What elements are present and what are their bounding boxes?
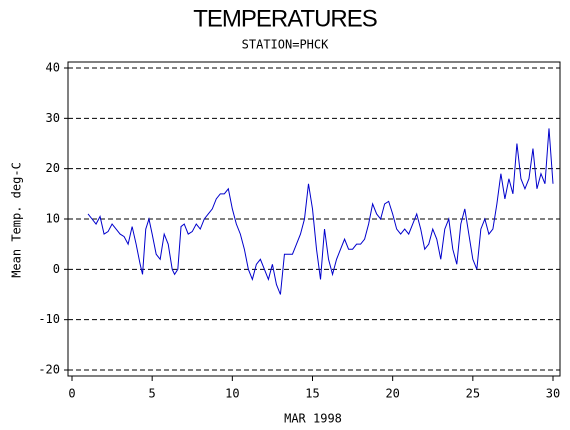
x-tick-label: 30 — [546, 387, 560, 401]
y-tick-label: -20 — [38, 363, 60, 377]
y-tick-label: -10 — [38, 312, 60, 326]
x-tick-label: 20 — [385, 387, 399, 401]
y-tick-label: 40 — [46, 61, 60, 75]
y-tick-label: 10 — [46, 212, 60, 226]
y-tick-label: 0 — [53, 262, 60, 276]
chart-title: TEMPERATURES — [193, 5, 377, 32]
x-tick-label: 10 — [225, 387, 239, 401]
x-tick-label: 15 — [305, 387, 319, 401]
y-axis-label: Mean Temp. deg-C — [10, 162, 24, 278]
y-tick-label: 30 — [46, 111, 60, 125]
x-tick-label: 25 — [466, 387, 480, 401]
x-axis-label: MAR 1998 — [284, 412, 342, 426]
x-tick-label: 0 — [68, 387, 75, 401]
chart-subtitle: STATION=PHCK — [242, 38, 329, 52]
x-tick-label: 5 — [149, 387, 156, 401]
y-tick-label: 20 — [46, 161, 60, 175]
data-line — [87, 128, 554, 295]
